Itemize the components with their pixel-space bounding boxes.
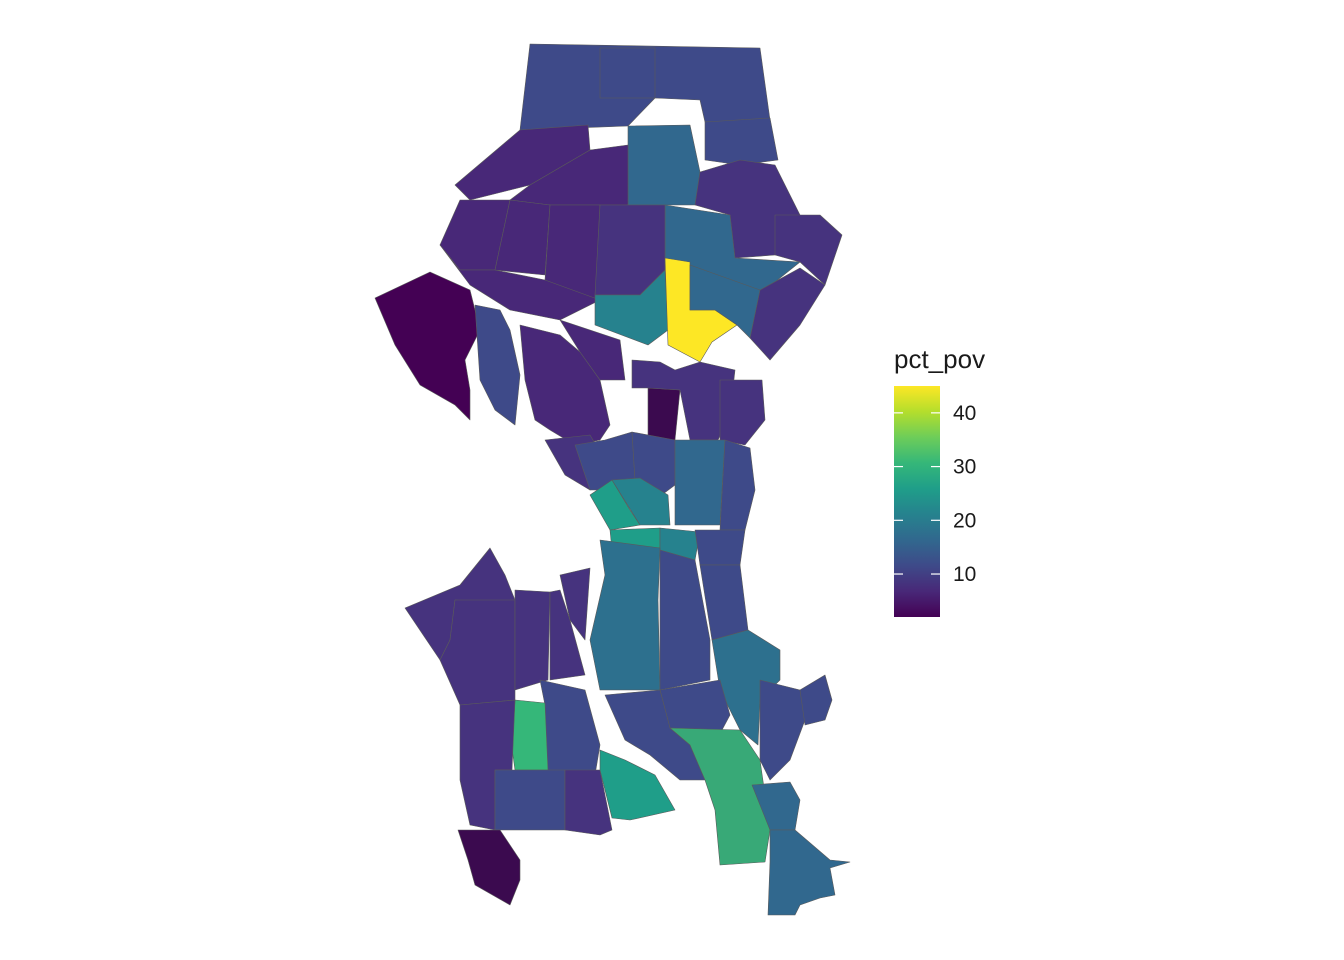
tract-delridge-47 [539,679,601,776]
tract-northwest-11 [494,199,551,276]
legend-ticks: 10 20 30 40 [894,402,976,586]
tract-magnolia-36 [694,529,746,566]
tract-magnolia-19 [474,304,521,426]
tract-rainierbeach-56 [767,829,851,916]
tract-beaconhill-34 [589,539,661,691]
tract-rainier-41 [799,674,833,726]
legend: pct_pov 10 20 30 40 [894,344,985,617]
tract-georgetown-54 [669,727,771,866]
tract-capitolhill-24 [719,379,766,446]
tract-north-2 [704,117,779,166]
tract-magnolia-29 [719,439,756,531]
tract-highpoint-48 [511,699,549,771]
tract-delridge-50 [494,769,566,831]
tract-queenanne-21 [559,319,626,381]
tract-westseattle-44 [514,589,551,691]
census-tracts [374,43,851,916]
tract-rainierbeach-55 [751,781,801,831]
tract-ballard-18 [374,271,481,421]
legend-tick-label: 20 [953,509,976,532]
legend-title: pct_pov [894,344,985,374]
legend-tick-label: 30 [953,456,976,479]
tract-belltown-31 [611,477,671,526]
tract-northcentral-3 [627,124,701,206]
tract-rainier-40 [759,679,806,781]
legend-tick-label: 10 [953,563,976,586]
tract-westseattle-46 [559,567,591,641]
tract-fremontdark-22 [647,387,681,441]
tract-queenanne-20 [519,324,611,446]
tract-northcentral-17 [689,264,761,339]
tract-north-1 [599,47,656,99]
tract-magnolia-35 [659,549,711,691]
tract-southwest-57 [457,829,521,906]
tract-centraldistrict-28 [674,439,726,526]
legend-colorbar [894,386,940,617]
legend-tick-label: 40 [953,402,976,425]
tract-southpark-52 [599,749,676,821]
tract-capitolhill-23 [631,359,736,441]
tract-westseattle-51 [564,769,613,836]
tract-westseattle-45 [549,589,586,681]
